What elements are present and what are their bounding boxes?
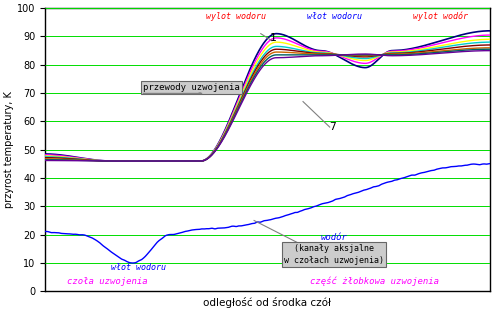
Text: włot wodoru: włot wodoru (111, 263, 166, 272)
Text: wylot wodór: wylot wodór (413, 12, 468, 22)
Text: wylot wodoru: wylot wodoru (206, 12, 266, 22)
X-axis label: odległość od środka czół: odległość od środka czół (204, 297, 331, 308)
Text: (kanały aksjalne
w czołach uzwojenia): (kanały aksjalne w czołach uzwojenia) (284, 244, 384, 265)
Text: część żłobkowa uzwojenia: część żłobkowa uzwojenia (310, 277, 439, 286)
Text: włot wodoru: włot wodoru (307, 12, 362, 22)
Y-axis label: przyrost temperatury, K: przyrost temperatury, K (4, 91, 14, 208)
Text: wodór: wodór (321, 233, 348, 242)
Text: czoła uzwojenia: czoła uzwojenia (67, 277, 148, 286)
Text: 1: 1 (270, 33, 277, 43)
Text: 7: 7 (329, 122, 336, 132)
Text: przewody uzwojenia: przewody uzwojenia (143, 83, 240, 92)
